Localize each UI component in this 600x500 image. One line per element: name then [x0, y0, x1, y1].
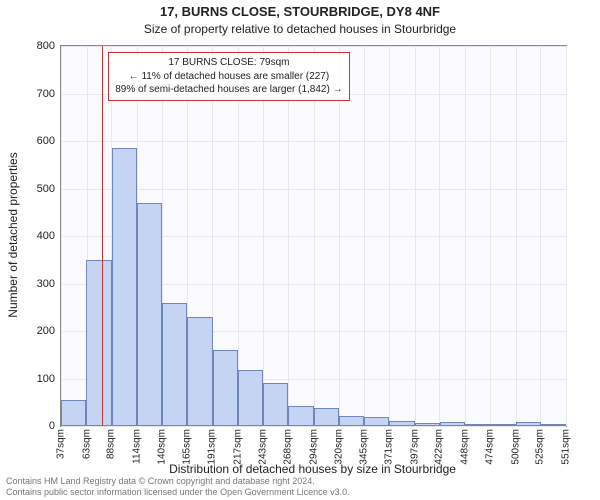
- histogram-bar: [112, 148, 137, 426]
- x-tick-label: 37sqm: [56, 426, 67, 459]
- histogram-bar: [314, 408, 339, 426]
- grid-line-v: [314, 46, 315, 426]
- x-tick-label: 243sqm: [258, 426, 269, 465]
- x-tick-label: 525sqm: [535, 426, 546, 465]
- histogram-bar: [465, 424, 490, 426]
- chart-title-line2: Size of property relative to detached ho…: [0, 22, 600, 36]
- y-tick-label: 400: [3, 230, 61, 242]
- x-tick-label: 551sqm: [561, 426, 572, 465]
- histogram-bar: [339, 416, 364, 426]
- footer-line2: Contains public sector information licen…: [6, 487, 350, 498]
- footer-line1: Contains HM Land Registry data © Crown c…: [6, 476, 350, 487]
- histogram-bar: [288, 406, 313, 426]
- x-tick-label: 422sqm: [434, 426, 445, 465]
- x-tick-label: 294sqm: [308, 426, 319, 465]
- histogram-plot-area: 010020030040050060070080037sqm63sqm88sqm…: [60, 45, 567, 427]
- histogram-bar: [541, 424, 566, 426]
- x-tick-label: 217sqm: [232, 426, 243, 465]
- x-tick-label: 320sqm: [334, 426, 345, 465]
- histogram-bar: [86, 260, 111, 426]
- histogram-bar: [162, 303, 187, 427]
- y-tick-label: 100: [3, 373, 61, 385]
- y-tick-label: 500: [3, 183, 61, 195]
- y-tick-label: 700: [3, 88, 61, 100]
- marker-line: [102, 46, 103, 426]
- histogram-bar: [137, 203, 162, 426]
- footer-attribution: Contains HM Land Registry data © Crown c…: [6, 476, 350, 498]
- histogram-bar: [389, 421, 414, 426]
- grid-line-v: [339, 46, 340, 426]
- x-tick-label: 191sqm: [207, 426, 218, 465]
- y-tick-label: 0: [3, 420, 61, 432]
- grid-line-v: [415, 46, 416, 426]
- x-tick-label: 345sqm: [358, 426, 369, 465]
- grid-line-v: [490, 46, 491, 426]
- x-tick-label: 371sqm: [384, 426, 395, 465]
- histogram-bar: [61, 400, 86, 426]
- y-tick-label: 200: [3, 325, 61, 337]
- grid-line-v: [389, 46, 390, 426]
- grid-line-v: [540, 46, 541, 426]
- histogram-bar: [516, 422, 541, 426]
- histogram-bar: [364, 417, 389, 426]
- x-tick-label: 140sqm: [157, 426, 168, 465]
- histogram-bar: [213, 350, 238, 426]
- histogram-bar: [440, 422, 465, 426]
- x-tick-label: 63sqm: [81, 426, 92, 459]
- grid-line-v: [263, 46, 264, 426]
- x-tick-label: 88sqm: [106, 426, 117, 459]
- grid-line-v: [516, 46, 517, 426]
- annotation-box: 17 BURNS CLOSE: 79sqm← 11% of detached h…: [108, 52, 349, 101]
- x-tick-label: 448sqm: [459, 426, 470, 465]
- x-tick-label: 474sqm: [485, 426, 496, 465]
- y-tick-label: 600: [3, 135, 61, 147]
- annotation-line2: ← 11% of detached houses are smaller (22…: [115, 70, 342, 84]
- histogram-bar: [263, 383, 288, 426]
- x-tick-label: 397sqm: [409, 426, 420, 465]
- grid-line-v: [288, 46, 289, 426]
- grid-line-v: [439, 46, 440, 426]
- chart-title-line1: 17, BURNS CLOSE, STOURBRIDGE, DY8 4NF: [0, 4, 600, 19]
- y-tick-label: 800: [3, 40, 61, 52]
- grid-line-v: [61, 46, 62, 426]
- annotation-line3: 89% of semi-detached houses are larger (…: [115, 83, 342, 97]
- histogram-bar: [415, 423, 440, 426]
- histogram-bar: [490, 424, 515, 426]
- grid-line-v: [364, 46, 365, 426]
- histogram-bar: [187, 317, 212, 426]
- grid-line-v: [465, 46, 466, 426]
- x-tick-label: 500sqm: [510, 426, 521, 465]
- grid-line-v: [566, 46, 567, 426]
- x-tick-label: 165sqm: [181, 426, 192, 465]
- x-tick-label: 114sqm: [131, 426, 142, 464]
- histogram-bar: [238, 370, 263, 426]
- annotation-line1: 17 BURNS CLOSE: 79sqm: [115, 56, 342, 70]
- x-tick-label: 268sqm: [282, 426, 293, 465]
- y-tick-label: 300: [3, 278, 61, 290]
- x-axis-label: Distribution of detached houses by size …: [60, 462, 565, 476]
